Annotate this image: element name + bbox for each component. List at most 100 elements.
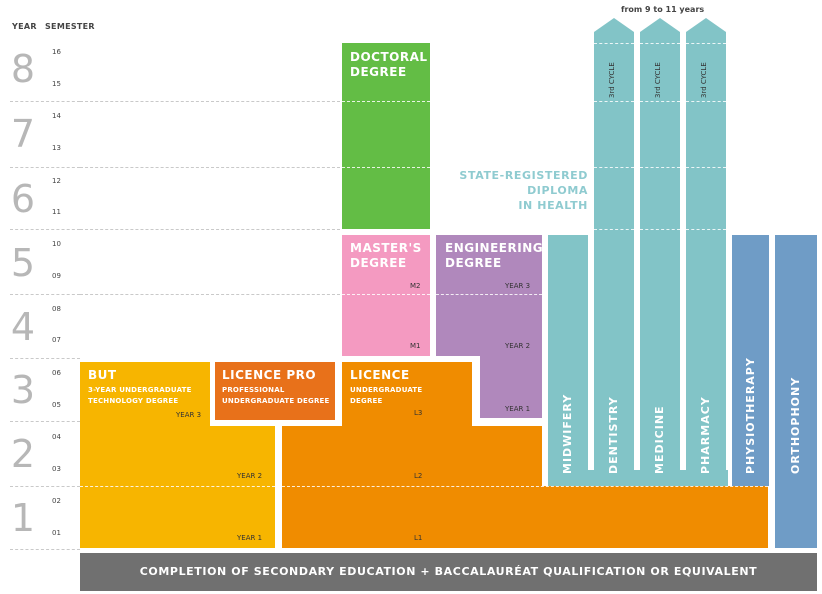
doctoral-title-line2: DEGREE — [350, 65, 407, 79]
but-title: BUT — [88, 368, 117, 382]
licence-divider — [282, 486, 768, 487]
orthophony-block — [775, 235, 817, 548]
licence-l2-label: L2 — [414, 472, 423, 480]
pharmacy-label: PHARMACY — [699, 396, 712, 474]
licence-l1-label: L1 — [414, 534, 423, 542]
midwifery-label: MIDWIFERY — [561, 393, 574, 474]
physiotherapy-label: PHYSIOTHERAPY — [744, 357, 757, 474]
pharmacy-divider — [686, 101, 726, 102]
engineering-year3-label: YEAR 3 — [505, 282, 531, 290]
semester-number: 09 — [52, 272, 61, 280]
grid-line — [10, 101, 80, 102]
licence-sub-line2: DEGREE — [350, 397, 383, 405]
year-number: 8 — [10, 47, 36, 91]
grid-line — [80, 294, 340, 295]
semester-number: 15 — [52, 80, 61, 88]
licence-sub-line1: UNDERGRADUATE — [350, 386, 423, 394]
pharmacy-divider — [686, 229, 726, 230]
doctoral-degree-block — [342, 43, 430, 229]
orthophony-label: ORTHOPHONY — [789, 376, 802, 474]
licence-block-l2 — [282, 426, 542, 486]
grid-line — [10, 358, 80, 359]
semester-number: 08 — [52, 305, 61, 313]
semester-number: 03 — [52, 465, 61, 473]
semester-number: 05 — [52, 401, 61, 409]
health-label-line3: IN HEALTH — [518, 199, 588, 212]
grid-line — [10, 229, 80, 230]
duration-note: from 9 to 11 years — [621, 5, 705, 14]
semester-number: 01 — [52, 529, 61, 537]
health-label-line2: DIPLOMA — [527, 184, 588, 197]
doctoral-title-line1: DOCTORAL — [350, 50, 428, 64]
dentistry-label: DENTISTRY — [607, 396, 620, 474]
health-base-band — [548, 470, 728, 486]
dentistry-cycle-label: 3rd CYCLE — [608, 62, 616, 98]
dentistry-divider — [594, 167, 634, 168]
dentistry-divider — [594, 43, 634, 44]
year-number: 3 — [10, 368, 36, 412]
but-year2-label: YEAR 2 — [237, 472, 263, 480]
engineering-title-line2: DEGREE — [445, 256, 502, 270]
masters-title-line2: DEGREE — [350, 256, 407, 270]
grid-line — [10, 421, 80, 422]
grid-line — [80, 167, 340, 168]
medicine-cycle-label: 3rd CYCLE — [654, 62, 662, 98]
semester-number: 12 — [52, 177, 61, 185]
semester-number: 13 — [52, 144, 61, 152]
masters-divider — [342, 294, 430, 295]
year-number: 1 — [10, 496, 36, 540]
medicine-divider — [640, 229, 680, 230]
masters-title-line1: MASTER'S — [350, 241, 422, 255]
pharmacy-divider — [686, 167, 726, 168]
grid-line — [10, 167, 80, 168]
but-sub-line1: 3-YEAR UNDERGRADUATE — [88, 386, 192, 394]
licence-l3-label: L3 — [414, 409, 423, 417]
but-year1-label: YEAR 1 — [237, 534, 263, 542]
pharmacy-arrow — [686, 18, 726, 486]
grid-line — [80, 229, 340, 230]
but-sub-line2: TECHNOLOGY DEGREE — [88, 397, 179, 405]
doctoral-divider — [342, 101, 430, 102]
semester-number: 11 — [52, 208, 61, 216]
but-divider — [80, 486, 275, 487]
licence-block-l3 — [342, 362, 472, 426]
masters-m2-label: M2 — [410, 282, 421, 290]
but-block-year3 — [80, 362, 210, 426]
licence-pro-block — [215, 362, 335, 420]
semester-number: 06 — [52, 369, 61, 377]
semester-number: 10 — [52, 240, 61, 248]
grid-line — [10, 294, 80, 295]
engineering-divider — [436, 294, 542, 295]
licence-pro-sub-line1: PROFESSIONAL — [222, 386, 285, 394]
engineering-year1-label: YEAR 1 — [505, 405, 531, 413]
grid-line — [10, 486, 80, 487]
year-number: 2 — [10, 432, 36, 476]
health-label-line1: STATE-REGISTERED — [459, 169, 588, 182]
medicine-label: MEDICINE — [653, 405, 666, 474]
but-block-year1-2 — [80, 426, 275, 548]
licence-title: LICENCE — [350, 368, 410, 382]
semester-column-header: SEMESTER — [45, 22, 95, 31]
secondary-education-bar: COMPLETION OF SECONDARY EDUCATION + BACC… — [80, 553, 817, 591]
but-year3-label: YEAR 3 — [176, 411, 202, 419]
dentistry-arrow — [594, 18, 634, 486]
licence-pro-title: LICENCE PRO — [222, 368, 317, 382]
pharmacy-cycle-label: 3rd CYCLE — [700, 62, 708, 98]
engineering-year2-label: YEAR 2 — [505, 342, 531, 350]
semester-number: 14 — [52, 112, 61, 120]
medicine-divider — [640, 43, 680, 44]
medicine-divider — [640, 167, 680, 168]
licence-pro-sub-line2: UNDERGRADUATE DEGREE — [222, 397, 330, 405]
year-number: 4 — [10, 305, 36, 349]
engineering-title-line1: ENGINEERING — [445, 241, 544, 255]
doctoral-divider — [342, 167, 430, 168]
semester-number: 04 — [52, 433, 61, 441]
grid-line — [10, 549, 80, 550]
engineering-degree-block — [436, 235, 542, 356]
semester-number: 02 — [52, 497, 61, 505]
physiotherapy-block — [732, 235, 769, 486]
dentistry-divider — [594, 101, 634, 102]
masters-m1-label: M1 — [410, 342, 421, 350]
grid-line — [80, 101, 340, 102]
engineering-degree-block-year1 — [480, 356, 542, 418]
